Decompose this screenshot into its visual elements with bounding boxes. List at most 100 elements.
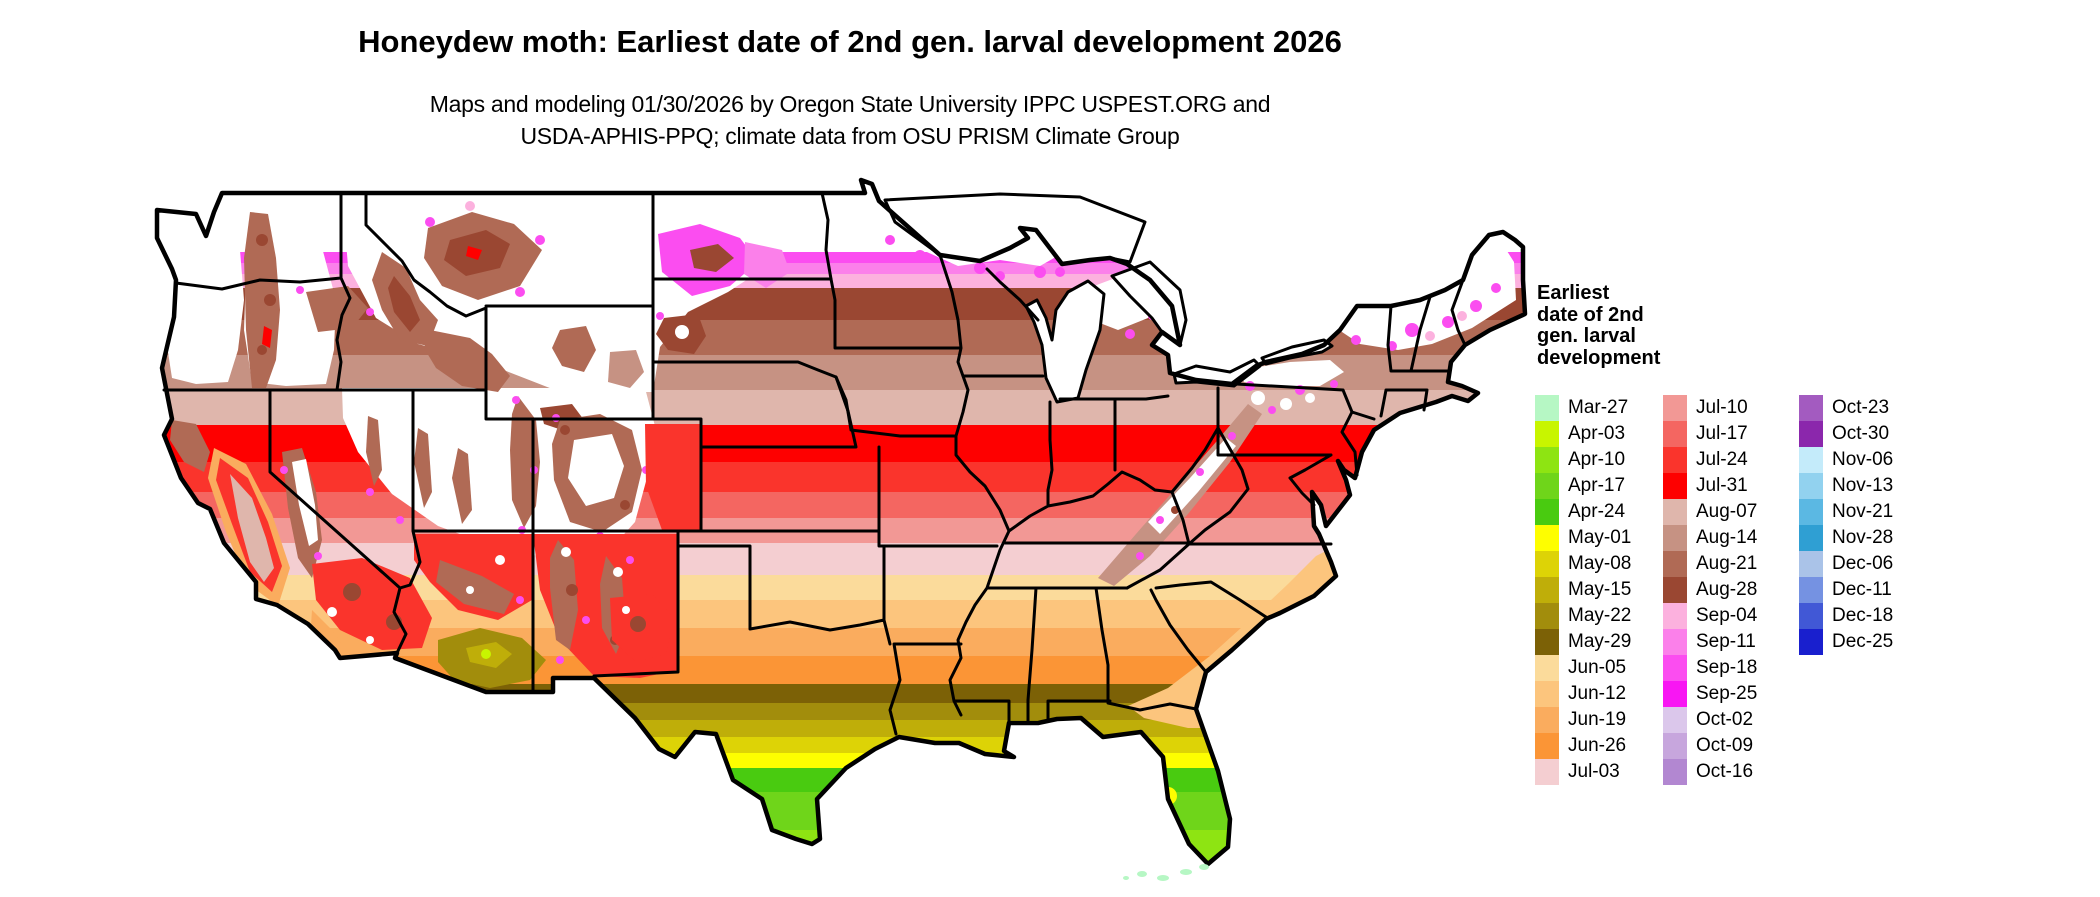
legend-swatch <box>1535 525 1559 551</box>
legend-entry: Dec-06 <box>1799 551 1893 577</box>
legend-label: May-08 <box>1568 553 1632 574</box>
florida-keys <box>1123 864 1209 881</box>
legend-label: Aug-28 <box>1696 579 1758 600</box>
legend-swatch <box>1535 395 1559 421</box>
legend-entry: Jun-19 <box>1535 707 1631 733</box>
legend-swatch <box>1663 733 1687 759</box>
legend-label: Jun-26 <box>1568 735 1627 756</box>
legend-label: Oct-30 <box>1832 423 1890 444</box>
legend-swatch <box>1663 395 1687 421</box>
legend-entry: Dec-11 <box>1799 577 1893 603</box>
legend-swatch <box>1535 421 1559 447</box>
legend-swatch <box>1535 603 1559 629</box>
legend-swatch <box>1535 577 1559 603</box>
legend-swatch <box>1535 629 1559 655</box>
legend-swatch <box>1799 551 1823 577</box>
lake-michigan <box>1024 279 1106 404</box>
legend-label: Sep-18 <box>1696 657 1758 678</box>
legend-label: Jul-17 <box>1696 423 1748 444</box>
legend-entry: Oct-02 <box>1663 707 1757 733</box>
legend-swatch <box>1663 447 1687 473</box>
legend-entry: Jul-03 <box>1535 759 1631 785</box>
legend-swatch <box>1799 577 1823 603</box>
legend-label: Aug-14 <box>1696 527 1758 548</box>
legend-label: Apr-10 <box>1568 449 1626 470</box>
legend-entry: Oct-16 <box>1663 759 1757 785</box>
legend-label: May-22 <box>1568 605 1632 626</box>
legend-entry: Aug-14 <box>1663 525 1757 551</box>
legend-swatch <box>1535 499 1559 525</box>
legend-label: Dec-11 <box>1832 579 1892 600</box>
legend-entry: May-22 <box>1535 603 1631 629</box>
legend-column: Jul-10 Jul-17 Jul-24 Jul-31 Aug-07 Aug-14 Aug-… <box>1663 395 1757 785</box>
legend-entry: Aug-07 <box>1663 499 1757 525</box>
legend-label: Dec-06 <box>1832 553 1894 574</box>
legend-entry: Jul-24 <box>1663 447 1757 473</box>
legend-label: Jul-31 <box>1696 475 1748 496</box>
great-lakes <box>883 192 1334 404</box>
state-borders <box>162 191 1467 736</box>
legend-label: May-15 <box>1568 579 1632 600</box>
us-outline <box>154 177 1528 867</box>
legend-swatch <box>1535 655 1559 681</box>
legend-swatch <box>1663 603 1687 629</box>
legend-swatch <box>1535 733 1559 759</box>
legend-entry: Mar-27 <box>1535 395 1631 421</box>
legend-swatch <box>1535 681 1559 707</box>
legend-swatch <box>1663 525 1687 551</box>
legend-label: Sep-11 <box>1696 631 1756 652</box>
legend-label: Jun-05 <box>1568 657 1627 678</box>
legend-entry: Sep-11 <box>1663 629 1757 655</box>
legend-swatch <box>1663 655 1687 681</box>
legend-entry: Sep-04 <box>1663 603 1757 629</box>
legend-title-line: Earliest <box>1537 282 1610 304</box>
legend-entry: Aug-21 <box>1663 551 1757 577</box>
legend-entry: Oct-09 <box>1663 733 1757 759</box>
legend-entry: Nov-28 <box>1799 525 1893 551</box>
legend-entry: Dec-18 <box>1799 603 1893 629</box>
legend-entry: Nov-06 <box>1799 447 1893 473</box>
legend-entry: Jun-12 <box>1535 681 1631 707</box>
legend-entry: Apr-10 <box>1535 447 1631 473</box>
legend-swatch <box>1663 499 1687 525</box>
legend-swatch <box>1663 707 1687 733</box>
legend-entry: Apr-17 <box>1535 473 1631 499</box>
legend-swatch <box>1799 447 1823 473</box>
legend-swatch <box>1663 577 1687 603</box>
map-legend: Earliest date of 2nd gen. larval develop… <box>1535 282 2005 785</box>
legend-swatch <box>1535 473 1559 499</box>
legend-label: Jul-24 <box>1696 449 1748 470</box>
legend-label: Dec-18 <box>1832 605 1894 626</box>
legend-label: Apr-17 <box>1568 475 1626 496</box>
legend-entry: Jul-31 <box>1663 473 1757 499</box>
legend-label: Sep-25 <box>1696 683 1758 704</box>
legend-label: Apr-24 <box>1568 501 1626 522</box>
legend-label: Jun-19 <box>1568 709 1627 730</box>
legend-entry: May-29 <box>1535 629 1631 655</box>
legend-entry: Dec-25 <box>1799 629 1893 655</box>
legend-entry: Sep-18 <box>1663 655 1757 681</box>
legend-entry: Jun-26 <box>1535 733 1631 759</box>
legend-swatch <box>1799 473 1823 499</box>
legend-title-line: date of 2nd <box>1537 303 1644 326</box>
legend-swatch <box>1799 629 1823 655</box>
legend-swatch <box>1663 473 1687 499</box>
legend-entry: Sep-25 <box>1663 681 1757 707</box>
legend-swatch <box>1663 421 1687 447</box>
legend-label: Oct-23 <box>1832 397 1890 418</box>
legend-entry: May-01 <box>1535 525 1631 551</box>
legend-entry: Apr-24 <box>1535 499 1631 525</box>
legend-entry: Oct-23 <box>1799 395 1893 421</box>
legend-column: Mar-27 Apr-03 Apr-10 Apr-17 Apr-24 May-01 May-… <box>1535 395 1631 785</box>
legend-title-line: development <box>1537 346 1661 369</box>
legend-entry: Aug-28 <box>1663 577 1757 603</box>
legend-label: May-01 <box>1568 527 1632 548</box>
legend-label: Jul-03 <box>1568 761 1620 782</box>
legend-entry: May-15 <box>1535 577 1631 603</box>
legend-swatch <box>1535 447 1559 473</box>
legend-label: Apr-03 <box>1568 423 1626 444</box>
map-color-bands <box>157 180 1525 864</box>
legend-title: Earliest date of 2nd gen. larval develop… <box>1537 282 2005 369</box>
